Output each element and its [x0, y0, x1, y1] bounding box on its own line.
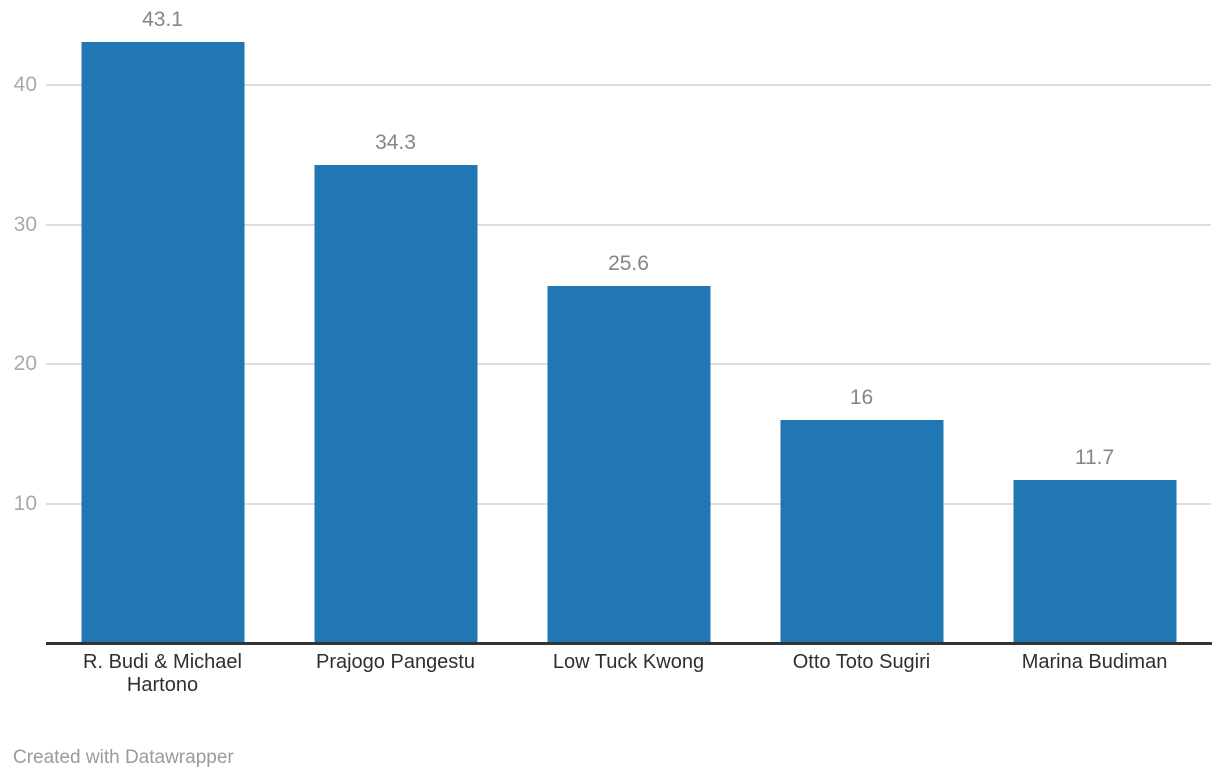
bar	[780, 419, 943, 643]
bar-slot: 43.1	[46, 8, 279, 643]
gridline: 30	[14, 213, 1211, 236]
x-axis-labels: R. Budi & Michael Hartono Prajogo Pangest…	[46, 651, 1211, 697]
x-axis-label: Marina Budiman	[1021, 651, 1168, 673]
x-axis-line	[46, 642, 1212, 645]
bar	[1013, 479, 1176, 643]
bars-container: 43.1 34.3 25.6 16 11.7	[46, 8, 1211, 643]
bar-value-label: 11.7	[1074, 445, 1115, 469]
bar-slot: 16	[745, 42, 978, 643]
x-axis-label: Prajogo Pangestu	[315, 651, 475, 673]
y-tick-label: 20	[13, 352, 37, 376]
y-tick-label: 40	[13, 73, 37, 97]
bar-slot: 25.6	[512, 42, 745, 643]
bar	[547, 286, 710, 643]
bar	[81, 42, 244, 643]
bar	[314, 164, 477, 643]
datawrapper-credit-link[interactable]: Created with Datawrapper	[13, 747, 234, 768]
bar-value-label: 43.1	[142, 8, 183, 31]
y-tick-label: 10	[13, 491, 37, 515]
bar-slot: 34.3	[279, 42, 512, 643]
y-tick-label: 30	[13, 212, 37, 236]
bar-value-label: 34.3	[375, 130, 416, 154]
bar-value-label: 25.6	[608, 252, 649, 276]
bar-slot: 11.7	[978, 42, 1211, 643]
x-axis-label: Low Tuck Kwong	[552, 651, 705, 673]
x-axis-label: R. Budi & Michael Hartono	[83, 651, 242, 696]
bar-value-label: 16	[849, 385, 874, 409]
x-axis-label: Otto Toto Sugiri	[792, 651, 931, 673]
plot-area: 10 20 30 40 43.1 34.3 25.6 16 11.7	[14, 8, 1211, 643]
gridline: 40	[14, 73, 1211, 96]
